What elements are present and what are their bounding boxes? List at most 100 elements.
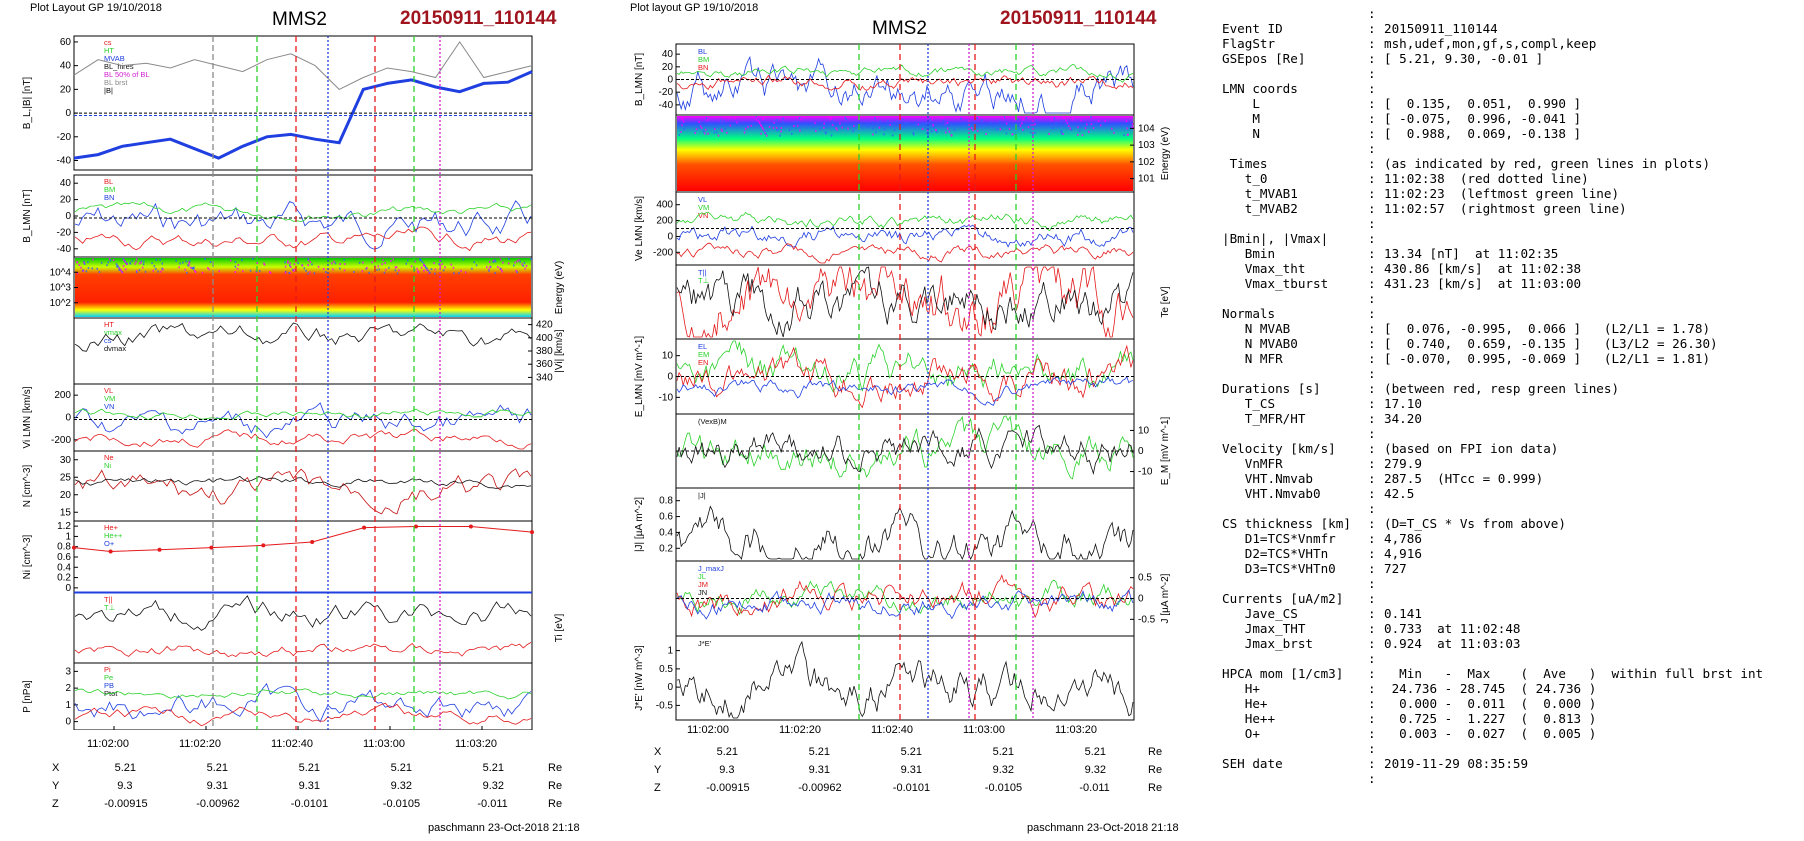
left-energy-spectrogram-speck <box>106 264 108 267</box>
middle-energy-spectrogram-speck <box>706 119 709 121</box>
left-energy-spectrogram-speck <box>494 260 497 263</box>
left-energy-spectrogram-speck <box>426 267 428 270</box>
middle-energy-spectrogram-speck <box>1095 122 1098 125</box>
left-energy-spectrogram-speck <box>439 266 442 269</box>
series-line <box>676 375 1134 406</box>
left-energy-spectrogram-speck <box>417 271 420 274</box>
middle-energy-spectrogram-speck <box>999 120 1001 123</box>
position-value: 5.21 <box>992 746 1015 758</box>
left-energy-spectrogram-speck <box>405 262 407 265</box>
middle-energy-spectrogram-speck <box>726 131 728 134</box>
middle-energy-spectrogram-speck <box>931 130 933 133</box>
left-energy-spectrogram-speck <box>381 263 383 266</box>
position-value: -0.00915 <box>104 798 148 810</box>
left-energy-spectrogram-speck <box>208 268 210 271</box>
left-energy-spectrogram-speck <box>123 258 125 261</box>
middle-energy-spectrogram-speck <box>746 123 748 126</box>
left-energy-spectrogram-speck <box>234 271 237 273</box>
left-energy-spectrogram-speck <box>385 268 387 271</box>
legend-entry: VM <box>698 203 709 212</box>
left-energy-spectrogram-speck <box>140 261 142 264</box>
info-label: Jmax_THT <box>1222 621 1306 636</box>
middle-energy-spectrogram-speck <box>776 126 778 129</box>
left-energy-spectrogram-speck <box>458 272 460 275</box>
middle-energy-spectrogram-speck <box>1069 127 1071 130</box>
middle-energy-spectrogram-speck <box>724 127 726 130</box>
middle-energy-spectrogram-speck <box>985 133 987 135</box>
left-energy-spectrogram-speck <box>488 269 490 272</box>
info-value: 0.924 at 11:03:03 <box>1384 636 1521 651</box>
middle-energy-spectrogram-speck <box>962 121 964 124</box>
series-line <box>676 574 1134 619</box>
info-separator: : <box>1368 636 1376 651</box>
left-energy-spectrogram-speck <box>297 262 299 265</box>
left-energy-spectrogram-speck <box>155 259 158 261</box>
left-energy-spectrogram-speck <box>442 269 445 272</box>
position-value: -0.0105 <box>984 782 1023 794</box>
left-energy-spectrogram-speck <box>497 266 499 268</box>
middle-energy-spectrogram-speck <box>887 119 889 122</box>
left-energy-spectrogram-speck <box>192 267 194 270</box>
info-separator: : <box>1368 546 1376 561</box>
middle-energy-spectrogram-speck <box>844 116 847 119</box>
left-energy-spectrogram-speck <box>423 265 426 267</box>
middle-energy-spectrogram-speck <box>698 126 700 129</box>
info-separator: : <box>1368 51 1376 66</box>
left-energy-spectrogram-speck <box>339 263 341 265</box>
middle-energy-spectrogram-speck <box>699 125 702 128</box>
info-label: Jave_CS <box>1222 606 1298 621</box>
series-line--B- <box>73 41 533 91</box>
middle-energy-spectrogram-speck <box>708 122 711 125</box>
left-energy-spectrogram-speck <box>425 266 427 269</box>
left-energy-spectrogram-speck <box>207 267 209 270</box>
left-energy-spectrogram-speck <box>234 265 237 268</box>
left-energy-spectrogram-speck <box>394 269 397 272</box>
left-energy-spectrogram-speck <box>284 261 286 264</box>
info-label: Normals <box>1222 306 1276 321</box>
position-value: -0.00962 <box>798 782 842 794</box>
middle-energy-spectrogram-speck <box>852 130 854 133</box>
y-tick-label: 0 <box>667 372 673 383</box>
y-tick-label: 15 <box>60 507 72 518</box>
left-energy-spectrogram-speck <box>218 270 220 273</box>
middle-energy-spectrogram-speck <box>889 123 891 126</box>
middle-energy-spectrogram-speck <box>682 120 685 123</box>
middle-spacecraft-title: MMS2 <box>872 18 927 39</box>
middle-energy-spectrogram <box>677 116 1133 191</box>
middle-energy-spectrogram-speck <box>798 117 801 120</box>
left-energy-spectrogram-speck <box>307 258 309 261</box>
left-energy-spectrogram-speck <box>501 270 503 273</box>
series-line <box>74 702 532 727</box>
x-tick-label: 11:02:00 <box>87 738 130 750</box>
middle-energy-spectrogram-speck <box>1021 122 1023 125</box>
middle-energy-spectrogram-speck <box>1079 126 1082 129</box>
middle-energy-spectrogram-speck <box>702 130 705 133</box>
series-line <box>676 579 1134 615</box>
series-line <box>74 595 532 631</box>
left-energy-spectrogram <box>75 258 531 317</box>
left-energy-spectrogram-speck <box>76 272 79 275</box>
y-tick-label: -20 <box>57 227 72 238</box>
left-energy-spectrogram-speck <box>333 260 335 263</box>
left-energy-spectrogram-speck <box>153 265 156 268</box>
left-energy-spectrogram-speck <box>368 271 370 274</box>
left-energy-spectrogram-speck <box>209 261 212 263</box>
position-value: -0.0105 <box>382 798 421 810</box>
left-energy-spectrogram-speck <box>499 258 502 261</box>
left-energy-spectrogram-speck <box>444 266 446 269</box>
position-row-label: Y <box>654 764 662 776</box>
middle-energy-spectrogram-speck <box>729 124 732 127</box>
left-energy-spectrogram-speck <box>115 263 118 266</box>
info-separator: : <box>1368 726 1376 741</box>
position-value: -0.00915 <box>706 782 750 794</box>
middle-energy-spectrogram-speck <box>707 132 709 135</box>
middle-energy-spectrogram-speck <box>1035 119 1038 122</box>
middle-energy-spectrogram-speck <box>1125 120 1128 122</box>
y-tick-label: 10^2 <box>50 298 72 309</box>
position-unit: Re <box>548 798 563 810</box>
left-energy-spectrogram-speck <box>293 263 296 266</box>
middle-energy-spectrogram-speck <box>1063 117 1065 120</box>
middle-energy-spectrogram-speck <box>945 123 947 126</box>
y-tick-label: 1 <box>65 700 71 711</box>
legend-entry: Pi <box>104 665 111 674</box>
